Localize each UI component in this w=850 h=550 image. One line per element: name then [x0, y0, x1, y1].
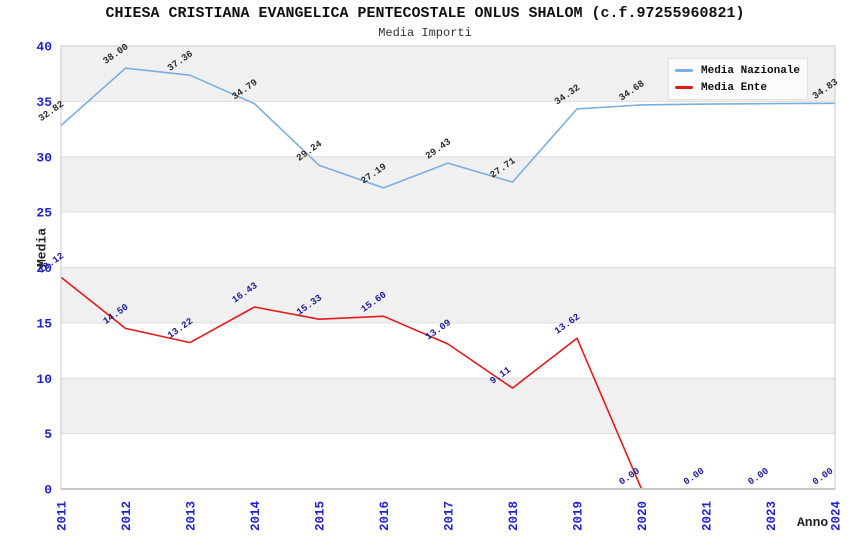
- legend-label-media-ente: Media Ente: [701, 81, 768, 94]
- y-tick-label: 25: [36, 206, 52, 221]
- media-nazionale-line-swatch: [675, 69, 693, 72]
- plot-band: [61, 156, 835, 213]
- x-tick-label: 2019: [572, 501, 586, 531]
- y-tick-label: 5: [44, 427, 52, 442]
- x-tick-label: 2021: [701, 501, 715, 531]
- x-tick-label: 2013: [185, 501, 199, 531]
- x-tick-label: 2018: [507, 501, 521, 531]
- x-axis-title: Anno: [797, 515, 829, 530]
- x-tick-label: 2024: [830, 500, 844, 531]
- chart-subtitle: Media Importi: [378, 26, 472, 40]
- legend: Media Nazionale Media Ente: [668, 58, 808, 100]
- x-tick-label: 2012: [120, 501, 134, 531]
- y-tick-label: 30: [36, 150, 52, 165]
- x-tick-label: 2016: [378, 501, 392, 531]
- media-nazionale-line: [60, 67, 836, 189]
- plot-band: [61, 267, 835, 323]
- y-tick-label: 15: [36, 316, 52, 331]
- plot-band: [61, 322, 835, 379]
- plot-border: [60, 45, 836, 490]
- y-tick-label: 35: [36, 95, 52, 110]
- y-axis-title: Media: [34, 228, 50, 268]
- legend-item-media-nazionale: Media Nazionale: [675, 65, 801, 77]
- y-tick-label: 40: [36, 40, 52, 55]
- y-tick-label: 0: [44, 483, 52, 498]
- legend-label-media-nazionale: Media Nazionale: [701, 64, 801, 77]
- media-ente-line-swatch: [675, 86, 693, 89]
- legend-item-media-ente: Media Ente: [675, 82, 801, 94]
- y-tick-label: 10: [36, 372, 52, 387]
- plot-band: [61, 101, 835, 157]
- plot-band: [61, 212, 835, 268]
- x-tick-label: 2015: [314, 501, 328, 531]
- plot-band: [61, 433, 835, 489]
- y-tick-label: 20: [36, 261, 52, 276]
- plot-band: [61, 378, 835, 434]
- chart-title: CHIESA CRISTIANA EVANGELICA PENTECOSTALE…: [105, 5, 745, 22]
- x-tick-label: 2023: [765, 501, 779, 531]
- x-tick-label: 2014: [249, 500, 263, 531]
- x-tick-label: 2011: [56, 501, 70, 531]
- x-tick-label: 2017: [443, 501, 457, 531]
- x-tick-label: 2020: [636, 501, 650, 531]
